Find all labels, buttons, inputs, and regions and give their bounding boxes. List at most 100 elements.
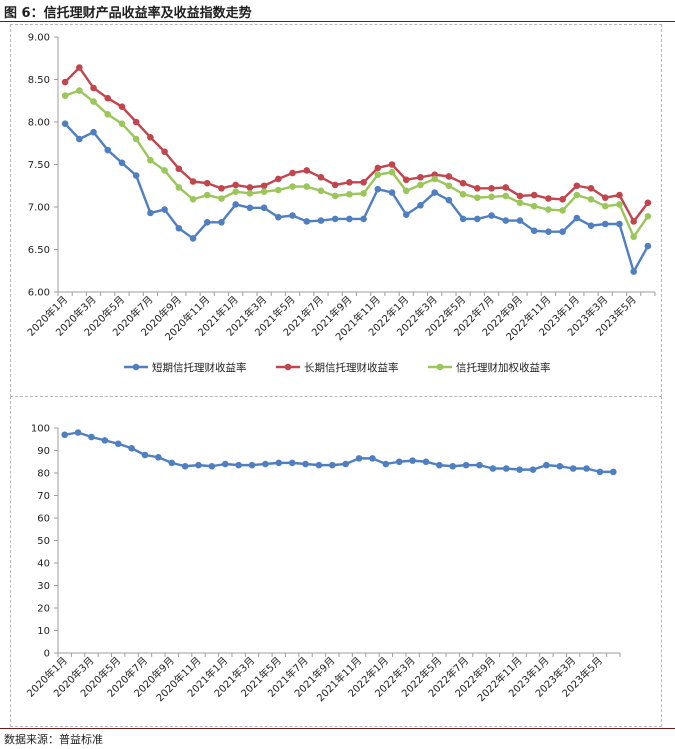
data-point (388, 168, 396, 176)
data-point (189, 235, 197, 242)
data-point (459, 190, 467, 198)
figure-title: 图 6：信托理财产品收益率及收益指数走势 (4, 6, 252, 21)
series-line (64, 431, 614, 474)
data-point (189, 178, 197, 185)
data-point (587, 185, 595, 192)
data-point (246, 184, 254, 191)
data-point (445, 173, 453, 180)
data-point (90, 84, 97, 92)
y-tick-label: 100 (31, 424, 50, 435)
data-point (409, 457, 416, 464)
data-point (630, 268, 637, 275)
data-point (76, 64, 83, 71)
data-point (61, 92, 69, 99)
data-point (88, 433, 95, 441)
data-point (502, 192, 510, 200)
legend-swatch-marker (132, 363, 140, 371)
data-point (502, 465, 510, 472)
data-point (395, 458, 403, 466)
data-point (147, 156, 154, 164)
legend-swatch-marker (284, 363, 292, 371)
data-point (476, 461, 483, 469)
data-point (459, 215, 467, 223)
data-point (516, 199, 524, 207)
legend-label: 短期信托理财收益率 (152, 361, 247, 374)
data-point (90, 128, 97, 136)
data-point (417, 202, 424, 209)
data-point (431, 175, 438, 183)
data-point (388, 161, 396, 168)
data-point (132, 118, 140, 126)
data-point (402, 187, 410, 195)
data-point (417, 181, 424, 189)
data-point (232, 201, 239, 208)
y-tick-label: 10 (37, 626, 50, 637)
data-point (374, 171, 382, 178)
data-point (147, 209, 154, 217)
data-point (474, 194, 481, 201)
data-point (502, 184, 510, 191)
data-point (74, 429, 82, 436)
data-point (275, 175, 282, 183)
data-point (355, 455, 363, 462)
data-point (147, 134, 154, 141)
title-rule (0, 21, 675, 22)
data-point (545, 206, 552, 213)
data-point (374, 164, 382, 172)
data-point (155, 453, 162, 461)
data-point (118, 103, 126, 110)
data-point (346, 190, 353, 198)
data-point (203, 191, 211, 199)
data-point (596, 468, 604, 476)
data-point (530, 191, 538, 199)
data-point (474, 185, 481, 192)
data-point (317, 173, 325, 181)
data-point (235, 461, 242, 469)
data-point (61, 431, 68, 439)
data-point (329, 461, 336, 469)
legend-label: 信托理财加权收益率 (456, 361, 551, 374)
data-point (559, 196, 566, 203)
data-point (141, 451, 149, 459)
data-point (248, 461, 256, 469)
data-point (331, 181, 339, 189)
data-point (569, 465, 577, 472)
data-point (275, 459, 283, 467)
data-point (489, 465, 497, 472)
data-point (61, 78, 69, 86)
data-point (516, 466, 523, 473)
data-point (246, 204, 254, 212)
data-point (342, 460, 349, 468)
data-point (488, 185, 495, 192)
y-tick-label: 80 (37, 469, 50, 480)
data-point (61, 120, 69, 127)
data-point (118, 159, 126, 167)
data-point (104, 94, 112, 102)
data-point (573, 214, 581, 222)
data-point (402, 176, 410, 184)
data-point (317, 187, 325, 195)
data-point (445, 182, 453, 190)
data-point (601, 220, 609, 228)
data-point (303, 183, 311, 190)
data-point (76, 135, 83, 143)
yield-chart: 9.008.508.007.507.006.506.002020年1月2020年… (24, 33, 656, 374)
data-point (601, 194, 609, 201)
data-point (616, 220, 623, 228)
data-point (289, 212, 296, 219)
y-tick-label: 7.50 (28, 160, 50, 171)
data-point (559, 228, 566, 235)
y-tick-label: 8.00 (28, 118, 50, 129)
data-point (218, 219, 225, 226)
data-point (459, 179, 467, 187)
data-point (195, 461, 202, 469)
data-point (288, 459, 296, 467)
y-tick-label: 0 (44, 649, 50, 660)
data-point (360, 190, 367, 197)
y-tick-label: 8.50 (28, 75, 50, 86)
data-point (132, 172, 140, 179)
data-point (530, 202, 538, 210)
data-point (382, 460, 390, 468)
data-point (114, 440, 122, 448)
data-point (559, 207, 566, 214)
